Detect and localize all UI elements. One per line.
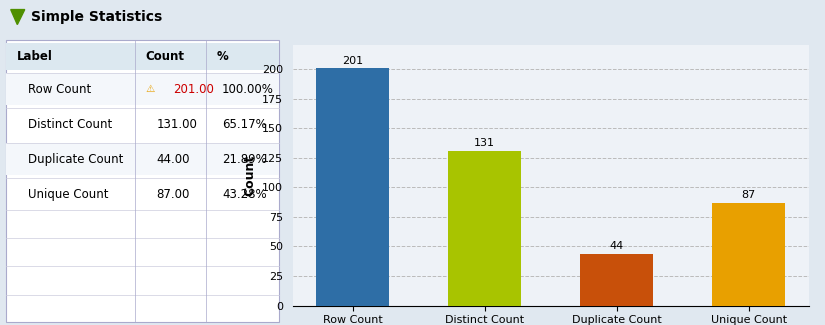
- Text: 201: 201: [342, 56, 363, 66]
- Text: 201.00: 201.00: [173, 83, 214, 96]
- FancyBboxPatch shape: [6, 143, 279, 175]
- Bar: [448, 151, 521, 306]
- Text: Row Count: Row Count: [28, 83, 92, 96]
- Text: ⚠: ⚠: [145, 84, 154, 94]
- FancyBboxPatch shape: [6, 73, 279, 105]
- Text: 44: 44: [610, 241, 624, 251]
- FancyBboxPatch shape: [6, 43, 279, 71]
- Text: 87: 87: [742, 190, 756, 200]
- Text: 87.00: 87.00: [157, 188, 190, 201]
- Text: 131.00: 131.00: [157, 118, 197, 131]
- FancyBboxPatch shape: [6, 40, 279, 322]
- Bar: [713, 203, 785, 306]
- Text: Count: Count: [145, 50, 184, 63]
- Y-axis label: Count: Count: [243, 155, 257, 196]
- Text: Distinct Count: Distinct Count: [28, 118, 113, 131]
- Text: 100.00%: 100.00%: [222, 83, 274, 96]
- Text: 43.28%: 43.28%: [222, 188, 266, 201]
- Text: Duplicate Count: Duplicate Count: [28, 153, 124, 166]
- Text: 131: 131: [474, 138, 495, 148]
- Text: Simple Statistics: Simple Statistics: [31, 10, 163, 24]
- Text: 44.00: 44.00: [157, 153, 190, 166]
- Bar: [316, 68, 389, 306]
- Bar: [581, 254, 653, 306]
- Text: 21.89%: 21.89%: [222, 153, 266, 166]
- Text: Unique Count: Unique Count: [28, 188, 109, 201]
- Text: 65.17%: 65.17%: [222, 118, 266, 131]
- Text: Label: Label: [17, 50, 53, 63]
- Polygon shape: [11, 9, 25, 25]
- Text: %: %: [216, 50, 228, 63]
